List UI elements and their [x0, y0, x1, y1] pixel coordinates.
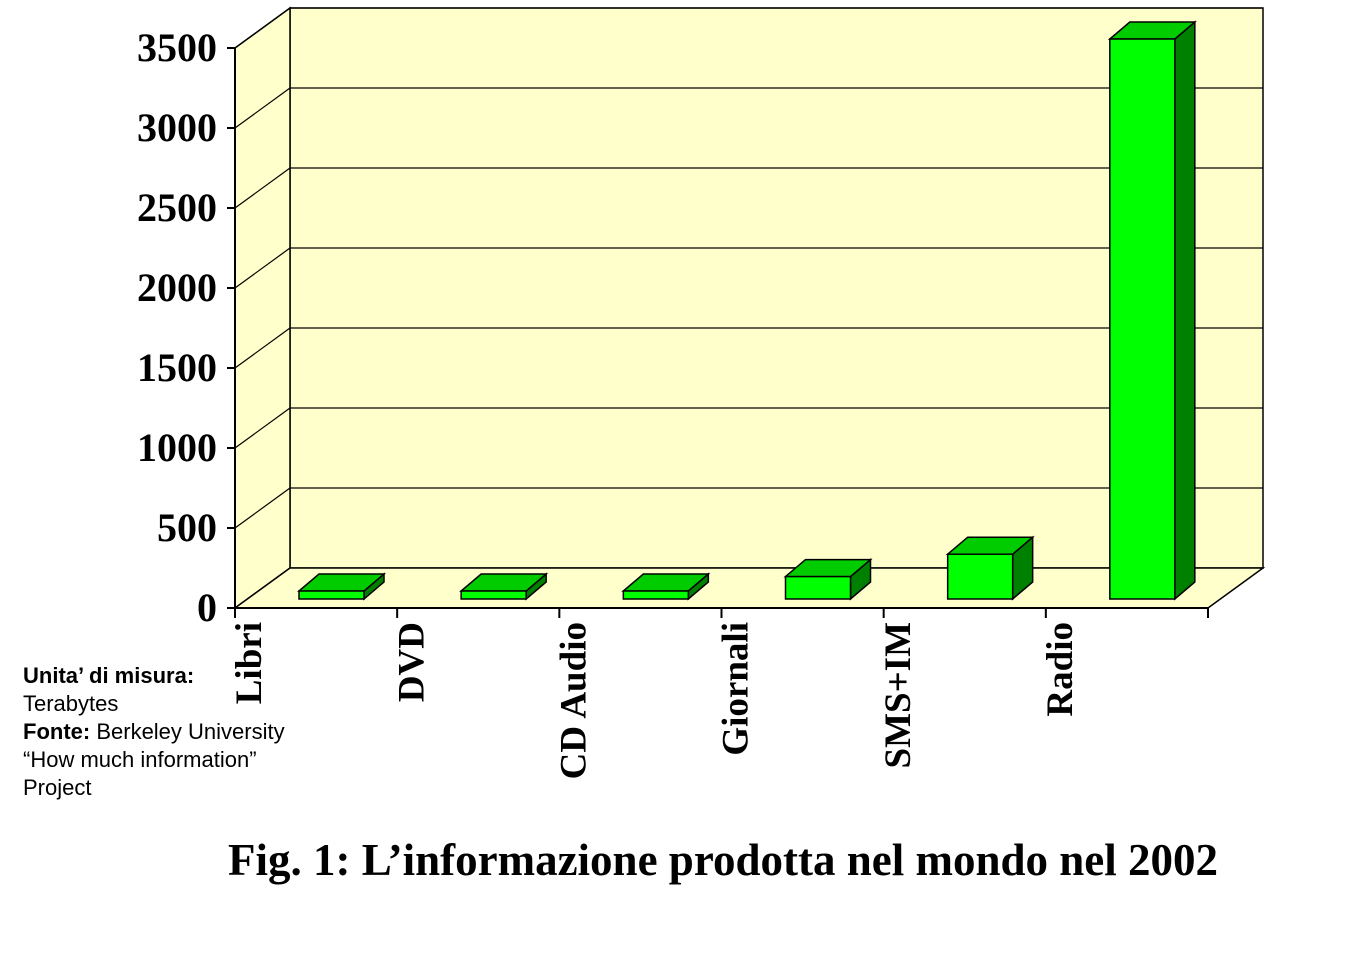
bar-sms-im — [945, 535, 1035, 601]
bar-front — [1109, 38, 1176, 600]
x-category-label: CD Audio — [553, 622, 594, 779]
bar-dvd — [459, 572, 549, 601]
chart-walls — [232, 6, 1266, 610]
figure-caption: Fig. 1: L’informazione prodotta nel mond… — [228, 835, 1219, 885]
bar-cd-audio — [621, 572, 711, 601]
floor — [232, 567, 1266, 609]
bar-front — [622, 590, 690, 600]
chart-gridlines — [234, 7, 1263, 529]
gridline — [234, 327, 1263, 369]
x-category-label: DVD — [391, 622, 432, 702]
bar-giornali — [783, 557, 873, 601]
gridline — [234, 167, 1263, 209]
bar-front — [946, 553, 1014, 600]
x-category-label: Radio — [1040, 622, 1081, 717]
gridline — [234, 407, 1263, 449]
side-wall — [234, 6, 291, 610]
chart-bars — [296, 20, 1197, 601]
gridline — [234, 487, 1263, 529]
unit-value: Terabytes — [23, 691, 119, 716]
bar-side — [1174, 20, 1196, 601]
gridline — [234, 87, 1263, 129]
x-axis-category-labels: Libri DVD CD Audio Giornali SMS+IM Radio — [229, 622, 1081, 779]
x-category-label: Libri — [229, 622, 270, 704]
bar-front — [460, 590, 527, 600]
bar-libri — [296, 572, 387, 601]
y-tick-label: 1500 — [137, 345, 217, 390]
back-wall — [289, 7, 1264, 569]
unit-label: Unita’ di misura: — [23, 663, 195, 688]
gridline — [234, 247, 1263, 289]
bar-radio — [1107, 20, 1197, 601]
y-tick-label: 500 — [157, 505, 217, 550]
y-tick-label: 3500 — [137, 25, 217, 70]
gridline — [234, 7, 1263, 49]
y-tick-label: 0 — [197, 585, 217, 630]
source-value: Berkeley University “How much informatio… — [23, 719, 285, 800]
y-tick-label: 1000 — [137, 425, 217, 470]
x-category-label: SMS+IM — [878, 622, 919, 768]
y-tick-label: 2000 — [137, 265, 217, 310]
chart-axes — [227, 47, 1209, 618]
y-tick-label: 2500 — [137, 185, 217, 230]
chart-note: Unita’ di misura: Terabytes Fonte: Berke… — [23, 662, 293, 802]
bar-front — [298, 590, 365, 600]
y-tick-label: 3000 — [137, 105, 217, 150]
x-category-label: Giornali — [716, 622, 757, 756]
source-label: Fonte: — [23, 719, 91, 744]
y-axis-tick-labels: 0 500 1000 1500 2000 2500 3000 3500 — [137, 25, 217, 630]
bar-front — [784, 575, 852, 600]
bar-chart: 0 500 1000 1500 2000 2500 3000 3500 Libri DVD CD … — [137, 6, 1266, 779]
